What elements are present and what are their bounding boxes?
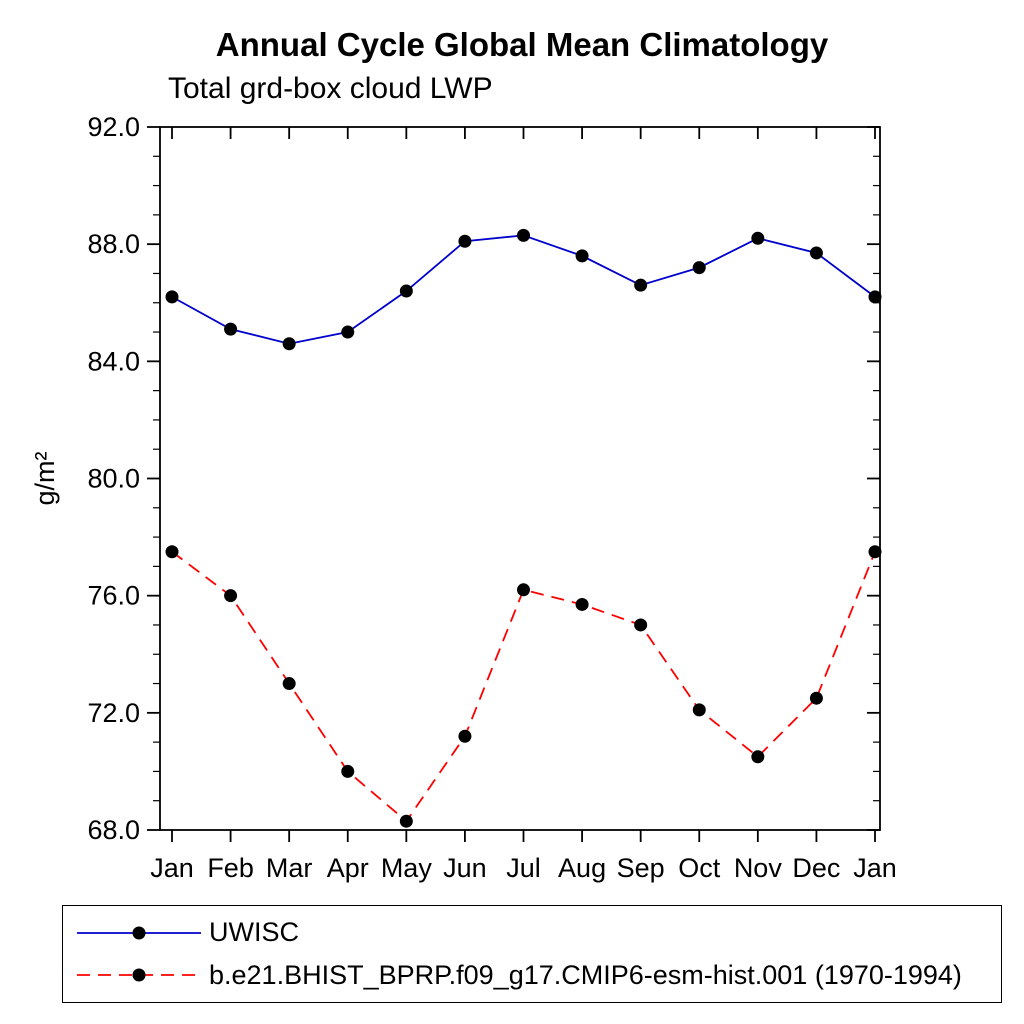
data-point-marker <box>692 261 706 275</box>
svg-text:May: May <box>381 853 433 883</box>
svg-text:Nov: Nov <box>734 853 783 883</box>
data-point-marker <box>575 249 589 263</box>
data-point-marker <box>165 290 179 304</box>
data-point-marker <box>165 545 179 559</box>
svg-text:Jan: Jan <box>150 853 194 883</box>
data-point-marker <box>399 284 413 298</box>
svg-text:Aug: Aug <box>558 853 606 883</box>
svg-text:68.0: 68.0 <box>87 815 140 845</box>
series-0 <box>165 228 882 351</box>
data-point-marker <box>399 814 413 828</box>
data-point-marker <box>809 691 823 705</box>
data-point-marker <box>224 589 238 603</box>
data-point-marker <box>751 750 765 764</box>
data-point-marker <box>341 764 355 778</box>
data-point-marker <box>868 290 882 304</box>
data-point-marker <box>575 597 589 611</box>
series-1 <box>165 545 882 828</box>
data-point-marker <box>751 231 765 245</box>
data-point-marker <box>224 322 238 336</box>
x-axis: Jan Feb Mar Apr May Jun Jul Aug Sep Oct Nov Dec Jan <box>150 127 897 883</box>
data-point-marker <box>809 246 823 260</box>
data-point-marker <box>458 234 472 248</box>
svg-text:88.0: 88.0 <box>87 229 140 259</box>
svg-text:Sep: Sep <box>617 853 665 883</box>
data-point-marker <box>634 278 648 292</box>
svg-text:92.0: 92.0 <box>87 112 140 142</box>
legend-label-uwisc: UWISC <box>209 917 299 948</box>
svg-text:80.0: 80.0 <box>87 464 140 494</box>
legend: UWISC b.e21.BHIST_BPRP.f09_g17.CMIP6-esm… <box>62 905 1002 1003</box>
y-axis-label: g/m² <box>30 451 60 505</box>
svg-text:Apr: Apr <box>327 853 369 883</box>
svg-text:Jul: Jul <box>506 853 541 883</box>
data-point-marker <box>341 325 355 339</box>
data-point-marker <box>692 703 706 717</box>
data-point-marker <box>282 677 296 691</box>
svg-text:Jun: Jun <box>443 853 487 883</box>
legend-item-uwisc: UWISC <box>73 917 1001 948</box>
svg-text:Feb: Feb <box>207 853 254 883</box>
svg-text:84.0: 84.0 <box>87 346 140 376</box>
svg-text:Jan: Jan <box>853 853 897 883</box>
data-point-marker <box>517 583 530 597</box>
y-axis: 68.0 72.0 76.0 80.0 84.0 88.0 92.0 g/m² <box>30 112 880 845</box>
data-point-marker <box>458 729 472 743</box>
legend-line-sample-dashed <box>77 968 201 982</box>
svg-text:76.0: 76.0 <box>87 581 140 611</box>
legend-line-sample-solid <box>77 926 201 940</box>
data-point-marker <box>517 228 530 242</box>
svg-text:Mar: Mar <box>266 853 313 883</box>
chart-subtitle: Total grd-box cloud LWP <box>168 72 493 105</box>
legend-item-model: b.e21.BHIST_BPRP.f09_g17.CMIP6-esm-hist.… <box>73 960 1001 991</box>
data-point-marker <box>634 618 648 632</box>
svg-text:Oct: Oct <box>678 853 721 883</box>
legend-label-model: b.e21.BHIST_BPRP.f09_g17.CMIP6-esm-hist.… <box>209 959 962 990</box>
chart-title: Annual Cycle Global Mean Climatology <box>215 26 829 63</box>
data-point-marker <box>868 545 882 559</box>
svg-text:Dec: Dec <box>792 853 840 883</box>
svg-text:72.0: 72.0 <box>87 698 140 728</box>
data-point-marker <box>282 337 296 351</box>
